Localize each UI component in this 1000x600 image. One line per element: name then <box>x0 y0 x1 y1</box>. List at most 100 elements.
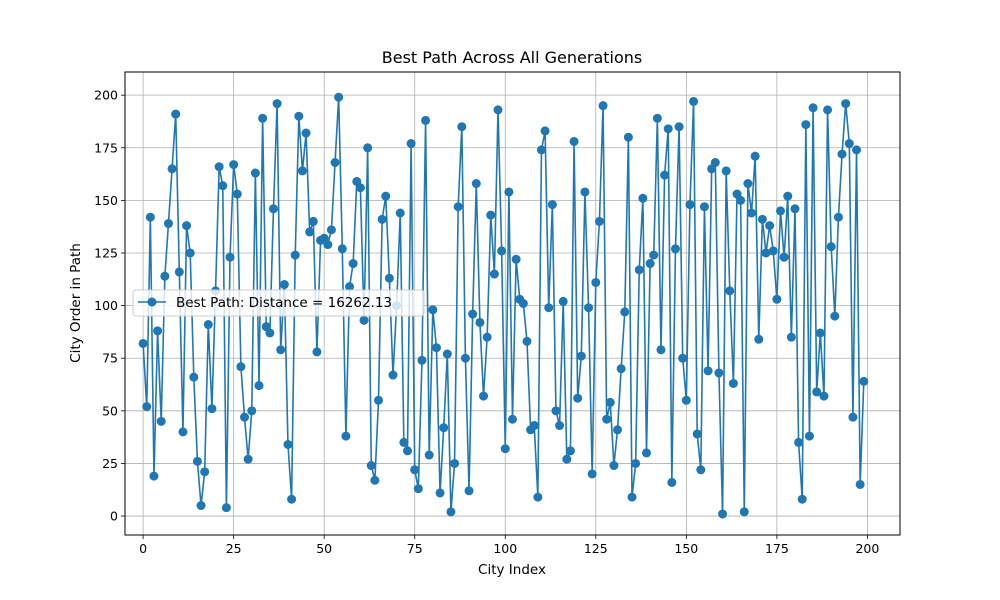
data-point <box>305 227 315 237</box>
data-point <box>341 431 351 441</box>
chart-title: Best Path Across All Generations <box>382 48 643 67</box>
data-point <box>841 99 851 109</box>
data-point <box>337 244 347 254</box>
data-point <box>663 124 673 134</box>
data-point <box>674 122 684 132</box>
data-point <box>417 355 427 365</box>
data-point <box>627 492 637 502</box>
data-point <box>468 309 478 319</box>
data-point <box>348 259 358 269</box>
data-point <box>830 311 840 321</box>
data-point <box>623 132 633 142</box>
data-point <box>254 381 264 391</box>
data-point <box>645 259 655 269</box>
data-point <box>182 221 192 231</box>
data-point <box>428 305 438 315</box>
data-point <box>464 486 474 496</box>
data-point <box>551 406 561 416</box>
data-point <box>374 395 383 405</box>
x-tick-label: 100 <box>493 541 517 556</box>
data-point <box>500 444 510 454</box>
data-point <box>312 347 322 357</box>
data-point <box>765 221 775 231</box>
data-point <box>533 492 543 502</box>
data-point <box>200 467 210 477</box>
data-point <box>377 214 387 224</box>
data-point <box>138 338 148 348</box>
x-tick-label: 125 <box>584 541 608 556</box>
data-point <box>287 494 297 504</box>
data-point <box>569 136 579 146</box>
data-point <box>652 113 662 123</box>
series-layer <box>138 92 869 519</box>
data-point <box>573 393 583 403</box>
data-point <box>431 343 441 353</box>
data-point <box>547 200 557 210</box>
data-point <box>783 191 793 201</box>
grid <box>125 72 900 535</box>
data-point <box>642 448 651 458</box>
data-point <box>536 145 546 155</box>
data-point <box>326 225 336 235</box>
data-point <box>493 105 503 115</box>
data-point <box>240 412 250 422</box>
data-point <box>156 416 166 426</box>
data-point <box>171 109 181 119</box>
data-point <box>681 395 691 405</box>
data-point <box>442 349 452 359</box>
data-point <box>812 387 822 397</box>
data-point <box>160 271 170 281</box>
data-point <box>290 250 300 260</box>
data-point <box>587 469 597 479</box>
data-point <box>399 437 409 447</box>
data-point <box>678 353 688 363</box>
legend-marker-swatch <box>147 297 157 307</box>
x-tick-label: 150 <box>674 541 698 556</box>
data-point <box>243 454 253 464</box>
data-point <box>424 450 434 460</box>
data-point <box>747 208 757 218</box>
legend-label: Best Path: Distance = 16262.13 <box>176 295 392 311</box>
y-tick-label: 25 <box>102 456 118 471</box>
data-point <box>381 191 391 201</box>
series-line <box>142 96 865 515</box>
data-point <box>649 250 659 260</box>
data-point <box>178 427 188 437</box>
y-axis-title: City Order in Path <box>68 243 84 363</box>
data-point <box>670 244 680 254</box>
data-point <box>540 126 550 136</box>
x-tick-label: 175 <box>765 541 789 556</box>
data-point <box>736 195 746 205</box>
data-point <box>823 105 833 115</box>
data-point <box>203 320 213 330</box>
data-point <box>345 282 355 292</box>
data-point <box>775 206 785 216</box>
data-point <box>837 149 847 159</box>
data-point <box>750 151 760 161</box>
data-point <box>258 113 268 123</box>
data-point <box>855 479 865 489</box>
data-point <box>229 160 239 170</box>
data-point <box>221 503 231 513</box>
data-point <box>294 111 304 121</box>
data-point <box>370 475 380 485</box>
data-point <box>308 216 318 226</box>
data-point <box>283 440 293 449</box>
data-point <box>757 214 767 224</box>
data-point <box>558 296 568 306</box>
data-point <box>794 437 804 447</box>
data-point <box>301 128 311 138</box>
data-point <box>555 421 565 431</box>
data-point <box>272 99 282 109</box>
ticks: 0 25 50 75 100 125 150 175 200 0 25 50 75 100 125 150 17… <box>94 88 879 556</box>
data-point <box>406 139 416 149</box>
data-point <box>395 208 405 218</box>
data-point <box>279 280 289 290</box>
data-point <box>153 326 163 336</box>
x-tick-label: 200 <box>855 541 879 556</box>
data-point <box>446 507 456 517</box>
data-point <box>511 254 521 264</box>
data-point <box>265 328 275 338</box>
data-point <box>852 145 862 155</box>
